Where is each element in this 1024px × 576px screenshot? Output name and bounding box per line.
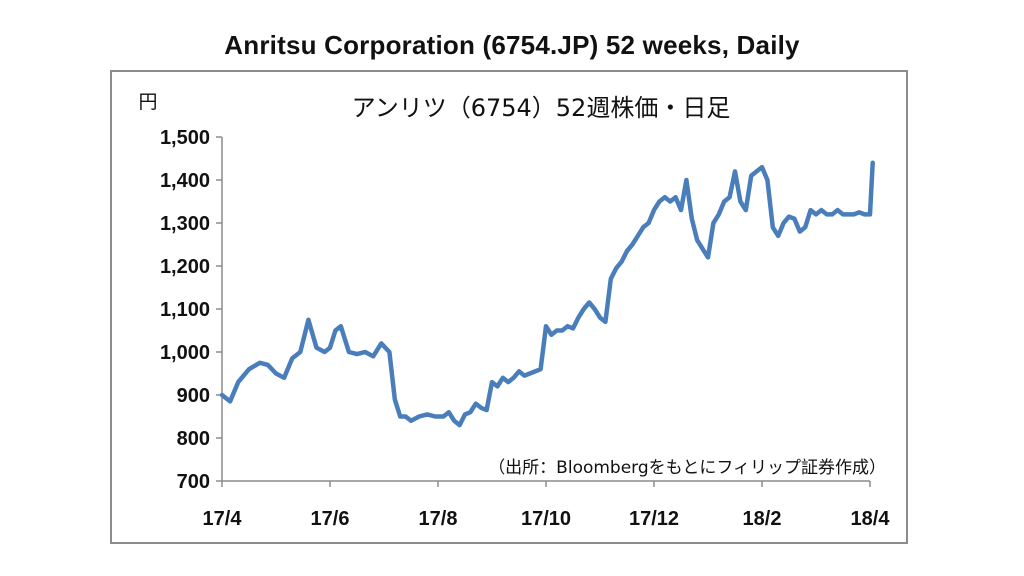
stock-price-chart: アンリツ（6754）52週株価・日足 円 1,500 1,400 1,300 1,20… [138, 91, 891, 530]
source-note: （出所：Bloombergをもとにフィリップ証券作成） [488, 458, 886, 478]
y-tick-label: 1,000 [160, 342, 210, 364]
y-tick-label: 1,400 [160, 170, 210, 192]
y-tick-label: 800 [177, 428, 210, 450]
chart-frame: アンリツ（6754）52週株価・日足 円 1,500 1,400 1,300 1,20… [110, 70, 908, 544]
y-tick-label: 1,300 [160, 213, 210, 235]
y-tick-label: 900 [177, 385, 210, 407]
x-tick-label: 17/10 [521, 508, 571, 530]
chart-title: アンリツ（6754）52週株価・日足 [352, 94, 731, 122]
x-tick-label: 17/6 [311, 508, 350, 530]
y-tick-label: 1,100 [160, 299, 210, 321]
x-tick-label: 18/2 [743, 508, 782, 530]
x-tick-label: 17/8 [419, 508, 458, 530]
price-series-line [219, 160, 875, 428]
page-title: Anritsu Corporation (6754.JP) 52 weeks, … [224, 30, 800, 60]
y-axis-unit-label: 円 [138, 91, 157, 113]
x-tick-label: 17/4 [203, 508, 243, 530]
y-axis-ticks: 1,500 1,400 1,300 1,200 1,100 1,000 900 800 700 [160, 127, 222, 493]
y-tick-label: 1,500 [160, 127, 210, 149]
y-tick-label: 700 [177, 471, 210, 493]
x-tick-label: 17/12 [629, 508, 679, 530]
y-tick-label: 1,200 [160, 256, 210, 278]
x-tick-label: 18/4 [851, 508, 891, 530]
x-axis-ticks: 17/4 17/6 17/8 17/10 17/12 18/2 18/4 [203, 481, 891, 530]
